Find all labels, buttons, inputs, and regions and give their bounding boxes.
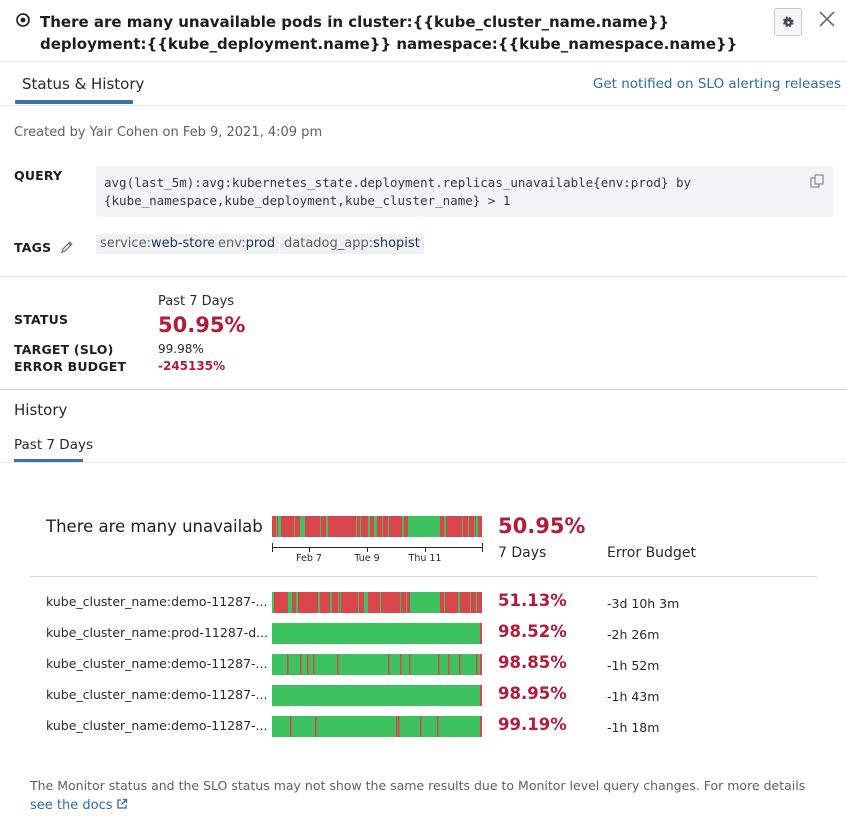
group-status-bar[interactable]: [272, 685, 482, 706]
group-divider: [30, 576, 817, 577]
column-header-error-budget: Error Budget: [607, 545, 696, 561]
created-by-text: Created by Yair Cohen on Feb 9, 2021, 4:…: [14, 125, 323, 140]
axis-end-tick: [482, 543, 483, 552]
monitor-header: There are many unavailable pods in clust…: [0, 0, 847, 62]
copy-icon[interactable]: [810, 174, 824, 188]
group-error-budget: -3d 10h 3m: [607, 596, 680, 611]
group-row-name[interactable]: kube_cluster_name:demo-11287-...: [46, 594, 268, 609]
tag-env[interactable]: env:prod: [214, 234, 280, 254]
status-value: 50.95%: [158, 313, 246, 337]
footnote-text: The Monitor status and the SLO status ma…: [30, 778, 806, 793]
tag-datadog-app[interactable]: datadog_app:shopist: [280, 234, 424, 254]
group-row-name[interactable]: kube_cluster_name:demo-11287-...: [46, 687, 268, 702]
group-status-pct: 98.85%: [498, 653, 567, 672]
tags-label: TAGS: [14, 240, 52, 255]
group-row-name[interactable]: kube_cluster_name:demo-11287-...: [46, 656, 268, 671]
axis-end-tick: [272, 543, 273, 552]
group-error-budget: -1h 43m: [607, 689, 660, 704]
group-status-pct: 98.52%: [498, 622, 567, 641]
target-value: 99.98%: [158, 342, 204, 356]
group-row-name[interactable]: kube_cluster_name:prod-11287-d...: [46, 625, 269, 640]
error-budget-value: -245135%: [158, 359, 226, 373]
active-tab-indicator: [15, 100, 133, 104]
history-tab-line: [0, 462, 847, 463]
overall-status-pct: 50.95%: [498, 514, 586, 538]
error-budget-label: ERROR BUDGET: [14, 359, 127, 374]
tab-past-7-days[interactable]: Past 7 Days: [14, 437, 93, 453]
query-label: QUERY: [14, 168, 63, 183]
group-status-bar[interactable]: [272, 654, 482, 675]
status-period: Past 7 Days: [158, 294, 235, 309]
gear-icon: [782, 15, 794, 27]
tab-bar: Status & History Get notified on SLO ale…: [0, 62, 847, 106]
target-label: TARGET (SLO): [14, 342, 114, 357]
group-error-budget: -2h 26m: [607, 627, 660, 642]
close-icon[interactable]: [818, 10, 836, 28]
group-status-pct: 99.19%: [498, 715, 567, 734]
history-title: History: [14, 401, 68, 419]
query-box: avg(last_5m):avg:kubernetes_state.deploy…: [96, 166, 833, 217]
group-status-pct: 98.95%: [498, 684, 567, 703]
axis-tick-label: Thu 11: [408, 553, 442, 564]
monitor-title: There are many unavailable pods in clust…: [40, 13, 738, 53]
overall-status-bar[interactable]: [272, 516, 482, 537]
docs-link[interactable]: see the docs: [30, 798, 128, 813]
group-status-bar[interactable]: [272, 716, 482, 737]
monitor-icon: [16, 13, 30, 27]
group-status-bar[interactable]: [272, 592, 482, 613]
group-error-budget: -1h 52m: [607, 658, 660, 673]
overall-slo-name: There are many unavailab: [46, 517, 263, 536]
group-error-budget: -1h 18m: [607, 720, 660, 735]
time-axis: Feb 7 Tue 9 Thu 11: [270, 543, 484, 567]
slo-alerting-notify-link[interactable]: Get notified on SLO alerting releases: [592, 76, 841, 92]
axis-tick: [367, 547, 368, 552]
axis-tick: [309, 547, 310, 552]
group-row-name[interactable]: kube_cluster_name:demo-11287-...: [46, 718, 268, 733]
axis-line: [272, 547, 482, 548]
axis-tick-label: Tue 9: [354, 553, 380, 564]
axis-tick: [425, 547, 426, 552]
query-text: avg(last_5m):avg:kubernetes_state.deploy…: [104, 175, 691, 208]
group-status-pct: 51.13%: [498, 591, 567, 610]
column-header-days: 7 Days: [498, 545, 547, 561]
settings-button[interactable]: [774, 8, 802, 36]
section-divider: [0, 389, 847, 390]
active-subtab-indicator: [14, 459, 83, 463]
status-label: STATUS: [14, 312, 69, 327]
external-link-icon: [116, 798, 127, 809]
tag-service[interactable]: service:web-store: [96, 234, 220, 254]
axis-tick-label: Feb 7: [296, 553, 322, 564]
tab-status-history[interactable]: Status & History: [22, 75, 145, 93]
pencil-icon[interactable]: [60, 240, 74, 254]
section-divider: [0, 276, 847, 277]
group-status-bar[interactable]: [272, 623, 482, 644]
